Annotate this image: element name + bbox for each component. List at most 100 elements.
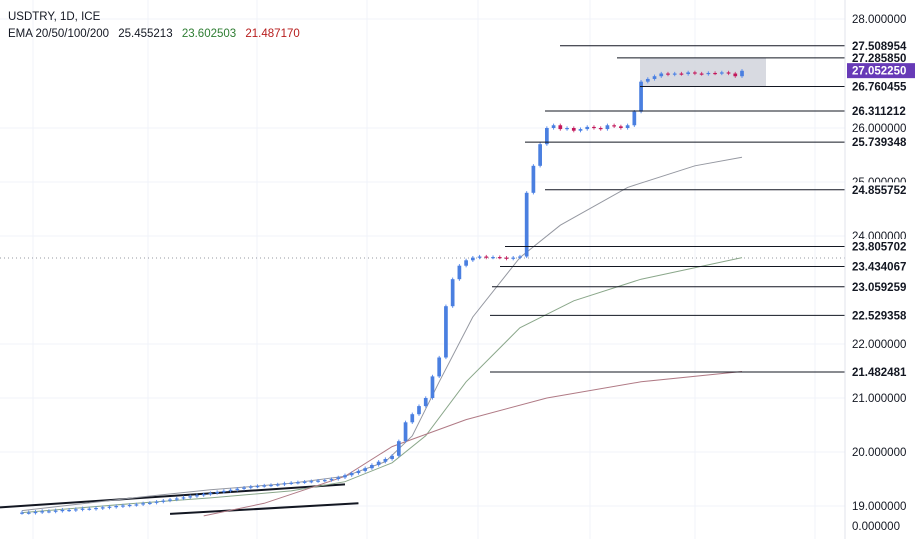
price-level-label-4: 26.311212 [852, 106, 906, 118]
candle-body-67 [470, 257, 475, 261]
y-tick-label-7: 19.000000 [852, 501, 906, 513]
candle-body-77 [538, 144, 542, 166]
candle-body-26 [195, 495, 199, 497]
candle-body-93 [645, 78, 650, 82]
candle-body-25 [188, 496, 193, 498]
candle-body-54 [383, 459, 388, 462]
candle-body-45 [322, 480, 327, 482]
candle-body-2 [33, 511, 38, 514]
candle-body-80 [558, 125, 563, 130]
candle-body-46 [329, 479, 334, 481]
symbol-label[interactable]: USDTRY, 1D, ICE [8, 11, 101, 23]
candle-body-41 [296, 482, 300, 484]
price-level-badge-3 [847, 79, 915, 95]
candle-body-97 [672, 73, 677, 75]
candle-body-61 [430, 376, 435, 398]
candle-body-63 [444, 306, 448, 358]
candle-body-79 [551, 125, 556, 128]
price-level-badge-8 [847, 259, 915, 275]
price-axis[interactable]: 28.00000026.00000025.00000024.00000022.0… [844, 0, 915, 539]
candle-body-38 [275, 484, 280, 486]
candle-body-44 [316, 480, 320, 482]
price-level-badge-9 [847, 279, 915, 295]
candle-body-87 [605, 125, 610, 130]
candle-body-58 [410, 414, 415, 423]
candle-body-4 [47, 511, 51, 513]
candle-body-31 [228, 489, 233, 491]
candle-body-12 [100, 507, 105, 509]
candle-body-35 [255, 486, 260, 488]
trendline-1 [169, 502, 359, 515]
ema-50-value: 23.602503 [181, 28, 237, 40]
candle-body-62 [437, 357, 442, 377]
candle-body-34 [248, 486, 253, 488]
grid [0, 0, 845, 539]
candle-body-92 [639, 81, 643, 112]
candle-body-3 [40, 511, 45, 513]
ema-20-line [21, 156, 743, 512]
price-level-badge-1 [847, 50, 915, 66]
candle-body-89 [619, 126, 623, 128]
price-level-label-3: 26.760455 [852, 82, 907, 94]
candle-body-19 [148, 502, 152, 504]
candle-body-90 [625, 125, 630, 128]
price-level-label-7: 23.805702 [852, 241, 906, 253]
y-tick-label-5: 21.000000 [852, 393, 906, 405]
ema-100-line [203, 371, 743, 517]
candle-body-75 [524, 192, 529, 257]
candle-body-101 [699, 73, 704, 75]
candle-body-23 [174, 498, 179, 500]
candle-body-105 [726, 72, 731, 74]
ema-row: EMA 20/50/100/200 25.455213 23.602503 21… [8, 26, 306, 43]
price-level-label-1: 27.285850 [852, 53, 906, 65]
candle-body-5 [53, 510, 58, 512]
candle-body-40 [289, 482, 294, 484]
candle-body-56 [396, 441, 401, 456]
price-level-label-5: 25.739348 [852, 137, 907, 149]
candle-body-37 [269, 484, 273, 487]
candle-body-88 [612, 125, 616, 127]
candle-body-16 [127, 504, 132, 507]
candle-body-84 [585, 126, 590, 130]
candle-body-32 [235, 488, 240, 490]
candle-body-17 [134, 504, 139, 506]
candle-body-64 [450, 279, 455, 307]
candle-body-99 [686, 72, 691, 75]
ema-label[interactable]: EMA 20/50/100/200 [8, 28, 110, 40]
candle-body-49 [349, 473, 354, 476]
candle-body-78 [545, 128, 549, 145]
price-level-badge-6 [847, 182, 915, 198]
price-level-badge-4 [847, 103, 915, 119]
candle-body-51 [363, 468, 368, 471]
price-level-badge-10 [847, 307, 915, 323]
candle-body-29 [215, 491, 219, 494]
candle-body-66 [464, 260, 468, 266]
ema-50-line [21, 257, 743, 514]
candle-body-28 [208, 493, 213, 495]
trendline-0 [0, 483, 346, 509]
candle-body-107 [740, 70, 744, 77]
candle-body-7 [67, 509, 71, 512]
ema-20-value: 25.455213 [118, 28, 173, 40]
candle-body-82 [571, 128, 576, 131]
chart-legend: USDTRY, 1D, ICE EMA 20/50/100/200 25.455… [8, 9, 306, 43]
candle-body-100 [693, 72, 697, 74]
candle-body-21 [161, 500, 166, 502]
candle-body-106 [733, 73, 738, 77]
candle-body-86 [598, 128, 603, 130]
candle-body-71 [497, 257, 502, 259]
candle-body-59 [417, 406, 421, 415]
candle-body-30 [222, 490, 226, 493]
y-tick-label-8: 0.000000 [852, 521, 900, 533]
candle-body-69 [484, 256, 489, 258]
price-levels [490, 45, 845, 373]
consolidation-zone [640, 57, 766, 87]
candle-body-43 [309, 481, 314, 483]
candle-body-24 [181, 497, 186, 499]
candle-body-104 [719, 72, 724, 74]
trendlines [0, 483, 359, 515]
candle-body-48 [343, 475, 347, 478]
ema-lines [21, 156, 743, 517]
candle-body-57 [403, 422, 408, 442]
